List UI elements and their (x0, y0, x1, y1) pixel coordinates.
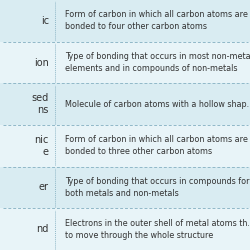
Text: Electrons in the outer shell of metal atoms th...
to move through the whole stru: Electrons in the outer shell of metal at… (65, 219, 250, 240)
Text: nd: nd (36, 224, 49, 234)
Text: Type of bonding that occurs in most non-metal
elements and in compounds of non-m: Type of bonding that occurs in most non-… (65, 52, 250, 73)
Text: ic: ic (40, 16, 49, 26)
Text: Form of carbon in which all carbon atoms are
bonded to three other carbon atoms: Form of carbon in which all carbon atoms… (65, 136, 248, 156)
Bar (0, 125, 250, 167)
Text: sed
ns: sed ns (32, 93, 49, 115)
Text: Form of carbon in which all carbon atoms are
bonded to four other carbon atoms: Form of carbon in which all carbon atoms… (65, 10, 248, 31)
Bar (0, 42, 250, 83)
Text: nic
e: nic e (34, 135, 49, 157)
Text: Type of bonding that occurs in compounds for
both metals and non-metals: Type of bonding that occurs in compounds… (65, 177, 250, 198)
Text: Molecule of carbon atoms with a hollow shap...: Molecule of carbon atoms with a hollow s… (65, 100, 250, 109)
Text: er: er (39, 182, 49, 192)
Bar (0, 208, 250, 250)
Text: ion: ion (34, 58, 49, 68)
